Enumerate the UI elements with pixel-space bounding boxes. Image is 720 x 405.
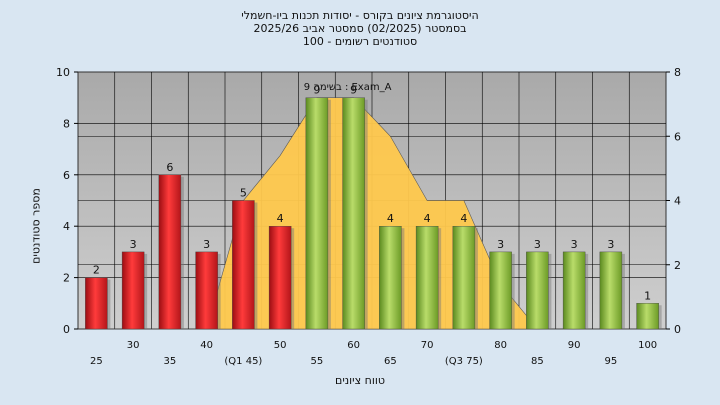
x-tick-label: 60 [347,340,360,351]
bar-value-label: 4 [387,212,394,225]
x-tick-label: 30 [127,340,140,351]
bar-value-label: 9 [313,84,320,97]
x-tick-label: 65 [384,356,397,367]
x-tick-label: 35 [164,356,177,367]
y-axis-label: מספר סטודנטים [29,188,43,264]
bar-7 [342,97,365,330]
bar-14 [599,251,623,330]
bar-3 [195,251,218,330]
x-tick-label: 85 [531,356,544,367]
bar-1 [121,251,145,330]
bar-value-label: 3 [534,238,541,251]
x-tick-label: 95 [605,356,618,367]
x-tick-label: 70 [421,340,434,351]
x-tick-label: (Q3 75) [445,356,483,367]
x-tick-label: (Q1 45) [224,356,262,367]
x-axis-label: טווח ציונים [335,374,385,387]
bar-8 [379,225,402,330]
bar-13 [562,251,586,330]
bar-6 [305,97,329,330]
y-tick-label: 0 [63,323,70,336]
bar-value-label: 1 [644,289,651,302]
x-tick-label: 80 [494,340,507,351]
bar-value-label: 9 [350,84,357,97]
y-tick-label: 2 [63,272,70,285]
bar-value-label: 5 [240,187,247,200]
bar-11 [489,251,512,330]
y-tick-label: 4 [63,220,70,233]
bar-value-label: 2 [93,264,100,277]
y2-tick-label: 2 [674,259,681,272]
area-series-label: בשימה 9 : Exam_A [304,82,392,93]
bar-value-label: 3 [130,238,137,251]
bar-value-label: 3 [497,238,504,251]
bar-value-label: 3 [203,238,210,251]
bar-value-label: 6 [166,161,173,174]
x-tick-label: 25 [90,356,103,367]
bar-4 [232,200,255,330]
chart-title-line-2: בסמסטר (02/2025) סמסטר אביב 2025/26 [253,22,467,35]
y-tick-label: 8 [63,117,70,130]
x-tick-label: 55 [311,356,324,367]
chart-title-line-1: היסטוגרמת ציונים בקורס - יסודות תכנות בי… [241,9,479,22]
bar-15 [636,303,659,330]
bar-value-label: 3 [571,238,578,251]
y2-tick-label: 0 [674,323,681,336]
bar-value-label: 4 [424,212,431,225]
bar-0 [85,277,108,330]
y-tick-label: 10 [56,66,70,79]
bar-value-label: 4 [277,212,284,225]
bar-2 [158,174,182,330]
y2-tick-label: 6 [674,130,681,143]
bar-10 [452,225,476,330]
x-tick-label: 50 [274,340,287,351]
chart-title-line-3: סטודנטים רשומים - 100 [302,35,418,48]
y2-tick-label: 8 [674,66,681,79]
bar-5 [268,225,292,330]
bar-12 [526,251,549,330]
bar-value-label: 3 [607,238,614,251]
y2-tick-label: 4 [674,195,681,208]
x-tick-label: 40 [200,340,213,351]
y-tick-label: 6 [63,169,70,182]
x-tick-label: 90 [568,340,581,351]
bar-9 [415,225,439,330]
bar-value-label: 4 [460,212,467,225]
x-tick-label: 100 [638,340,657,351]
